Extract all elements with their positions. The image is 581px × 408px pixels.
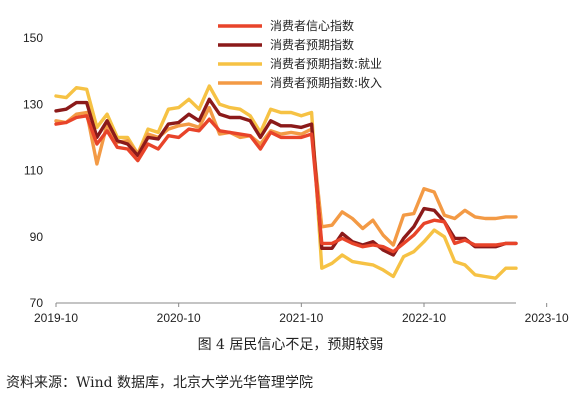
y-tick-label: 150 <box>23 31 43 45</box>
data-source-note: 资料来源：Wind 数据库，北京大学光华管理学院 <box>6 375 314 391</box>
chart-axes: 70 90 110 130 150 2019-10 2020-10 2021-10 2022-1… <box>23 31 569 325</box>
legend-label-1: 消费者预期指数 <box>270 37 354 52</box>
y-tick-label: 110 <box>24 164 43 178</box>
series-line-2 <box>54 84 518 280</box>
legend-label-3: 消费者预期指数:收入 <box>270 75 382 90</box>
x-tick-label: 2023-10 <box>525 311 569 325</box>
series-line-1 <box>54 97 518 257</box>
legend-label-2: 消费者预期指数:就业 <box>270 56 382 71</box>
y-tick-label: 130 <box>23 97 43 111</box>
line-chart: 70 90 110 130 150 2019-10 2020-10 2021-10 2022-1… <box>23 18 569 325</box>
figure-caption: 图 4 居民信心不足，预期较弱 <box>197 337 384 353</box>
x-tick-label: 2020-10 <box>157 311 201 325</box>
x-tick-label: 2022-10 <box>402 311 446 325</box>
series-line-0 <box>54 114 518 254</box>
y-tick-label: 70 <box>30 296 44 310</box>
legend-label-0: 消费者信心指数 <box>270 18 354 33</box>
chart-series <box>54 84 518 280</box>
x-tick-label: 2021-10 <box>279 311 323 325</box>
x-tick-label: 2019-10 <box>34 311 78 325</box>
y-tick-label: 90 <box>30 230 44 244</box>
